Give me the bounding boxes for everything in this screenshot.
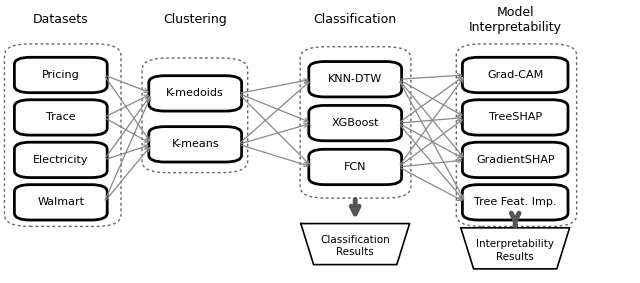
Text: Trace: Trace [46, 112, 76, 123]
Text: XGBoost: XGBoost [332, 118, 379, 128]
Text: K-means: K-means [172, 139, 219, 149]
Text: Grad-CAM: Grad-CAM [487, 70, 543, 80]
FancyBboxPatch shape [14, 100, 108, 135]
FancyBboxPatch shape [148, 76, 242, 111]
Polygon shape [301, 224, 410, 265]
Text: Clustering: Clustering [163, 13, 227, 26]
Text: FCN: FCN [344, 162, 367, 172]
Text: Classification
Results: Classification Results [321, 235, 390, 258]
FancyBboxPatch shape [14, 142, 108, 178]
FancyBboxPatch shape [309, 106, 402, 141]
Text: KNN-DTW: KNN-DTW [328, 74, 382, 84]
FancyBboxPatch shape [463, 185, 568, 220]
FancyBboxPatch shape [309, 62, 402, 97]
Text: Model
Interpretability: Model Interpretability [468, 6, 562, 34]
Text: GradientSHAP: GradientSHAP [476, 155, 554, 165]
Text: Classification: Classification [314, 13, 397, 26]
Text: Electricity: Electricity [33, 155, 88, 165]
Text: Walmart: Walmart [37, 197, 84, 207]
FancyBboxPatch shape [463, 57, 568, 93]
FancyBboxPatch shape [463, 142, 568, 178]
Text: K-medoids: K-medoids [166, 88, 224, 98]
FancyBboxPatch shape [309, 149, 402, 185]
Text: Interpretability
Results: Interpretability Results [476, 239, 554, 262]
Text: TreeSHAP: TreeSHAP [488, 112, 542, 123]
Text: Datasets: Datasets [33, 13, 88, 26]
FancyBboxPatch shape [463, 100, 568, 135]
FancyBboxPatch shape [148, 127, 242, 162]
Text: Tree Feat. Imp.: Tree Feat. Imp. [474, 197, 556, 207]
Polygon shape [461, 228, 570, 269]
FancyBboxPatch shape [14, 185, 108, 220]
FancyBboxPatch shape [14, 57, 108, 93]
Text: Pricing: Pricing [42, 70, 79, 80]
